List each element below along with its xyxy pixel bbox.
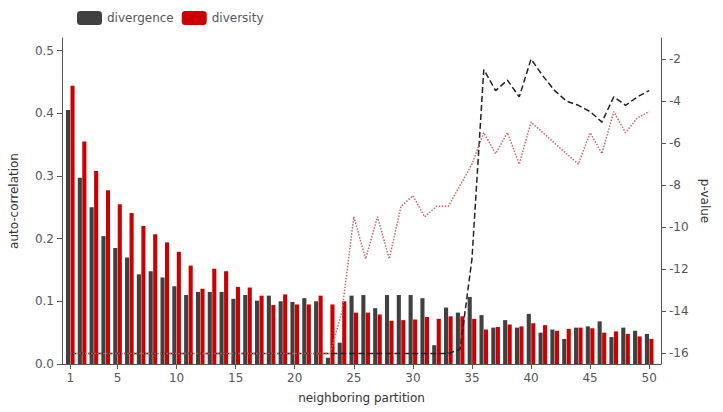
svg-text:-8: -8 bbox=[669, 178, 681, 192]
svg-text:20: 20 bbox=[287, 371, 302, 385]
svg-text:15: 15 bbox=[228, 371, 243, 385]
svg-text:-12: -12 bbox=[669, 262, 689, 276]
svg-text:neighboring partition: neighboring partition bbox=[298, 391, 425, 405]
svg-text:-4: -4 bbox=[669, 94, 681, 108]
svg-text:-16: -16 bbox=[669, 346, 689, 360]
svg-text:0.3: 0.3 bbox=[35, 169, 54, 183]
svg-text:0.1: 0.1 bbox=[35, 294, 54, 308]
svg-text:1: 1 bbox=[66, 371, 74, 385]
svg-text:diversity: diversity bbox=[212, 11, 264, 25]
svg-text:-10: -10 bbox=[669, 220, 689, 234]
svg-text:-2: -2 bbox=[669, 52, 681, 66]
svg-text:40: 40 bbox=[523, 371, 538, 385]
svg-text:0.0: 0.0 bbox=[35, 357, 54, 371]
svg-text:0.5: 0.5 bbox=[35, 44, 54, 58]
svg-text:p-value: p-value bbox=[698, 179, 712, 223]
svg-text:5: 5 bbox=[114, 371, 122, 385]
svg-text:30: 30 bbox=[405, 371, 420, 385]
svg-text:50: 50 bbox=[642, 371, 657, 385]
svg-text:divergence: divergence bbox=[107, 11, 174, 25]
svg-text:auto-correlation: auto-correlation bbox=[7, 153, 21, 249]
svg-text:-6: -6 bbox=[669, 136, 681, 150]
svg-text:0.4: 0.4 bbox=[35, 106, 54, 120]
svg-text:25: 25 bbox=[346, 371, 361, 385]
svg-text:10: 10 bbox=[169, 371, 184, 385]
svg-text:-14: -14 bbox=[669, 304, 689, 318]
svg-text:45: 45 bbox=[582, 371, 597, 385]
svg-text:35: 35 bbox=[464, 371, 479, 385]
svg-text:0.2: 0.2 bbox=[35, 232, 54, 246]
